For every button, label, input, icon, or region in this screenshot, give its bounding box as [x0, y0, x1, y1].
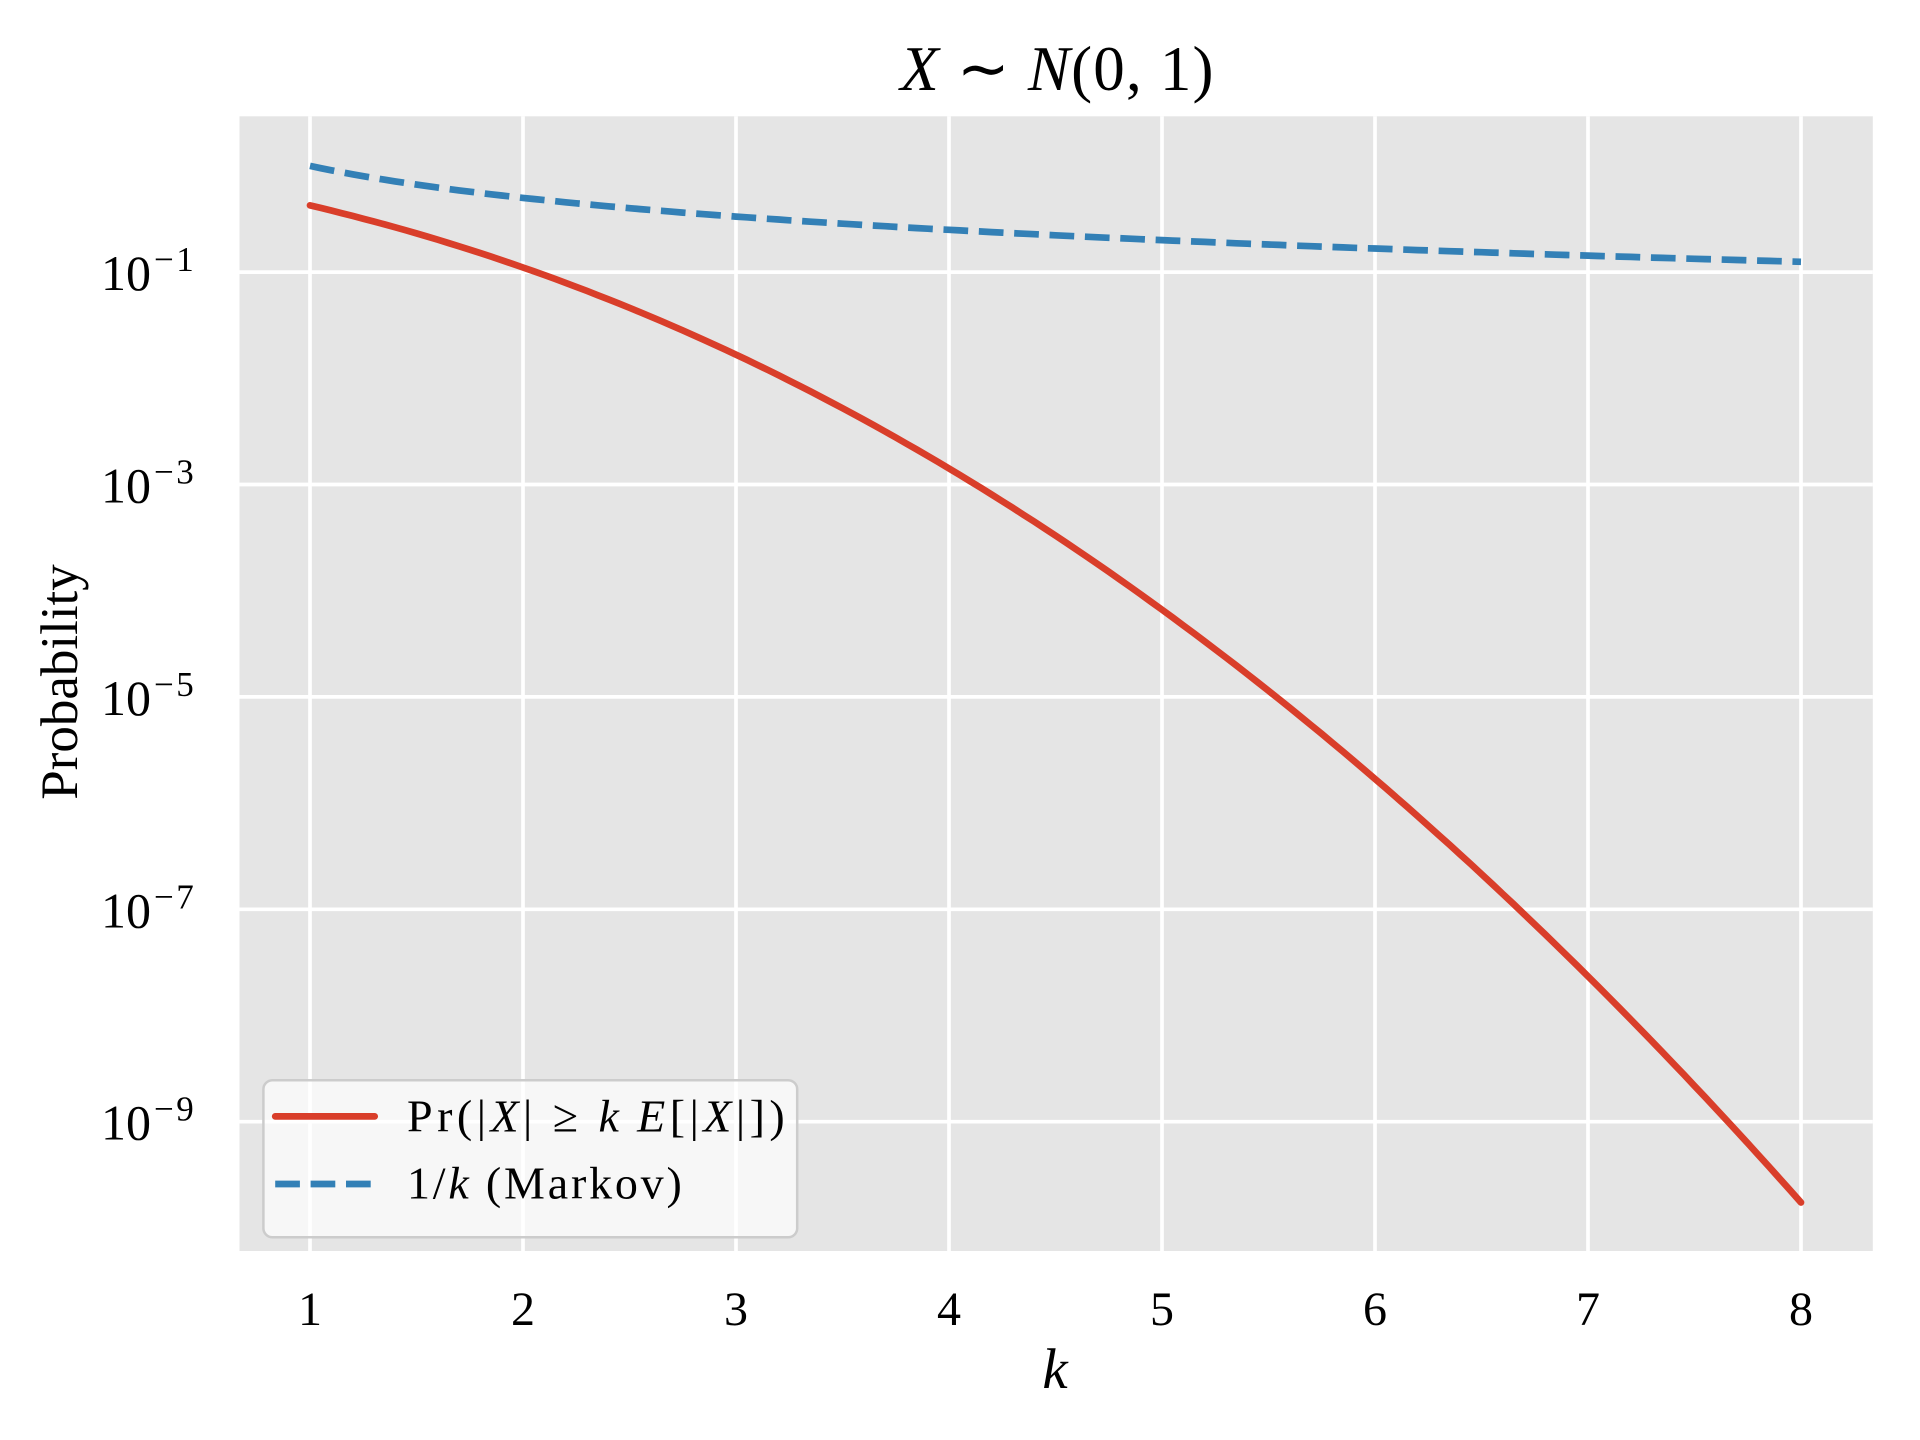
svg-text:−9: −9: [154, 1090, 196, 1129]
svg-text:3: 3: [724, 1283, 748, 1336]
svg-text:10: 10: [101, 670, 151, 726]
svg-text:8: 8: [1789, 1283, 1813, 1336]
svg-text:X ∼ N(0, 1): X ∼ N(0, 1): [897, 34, 1214, 104]
svg-text:4: 4: [937, 1283, 961, 1336]
svg-text:−7: −7: [154, 877, 196, 916]
svg-text:5: 5: [1150, 1283, 1174, 1336]
svg-text:Pr(|X| ≥ k E[|X|]): Pr(|X| ≥ k E[|X|]): [407, 1091, 789, 1142]
svg-text:6: 6: [1363, 1283, 1387, 1336]
svg-text:−1: −1: [154, 240, 196, 279]
svg-text:−3: −3: [154, 453, 196, 492]
svg-text:−5: −5: [154, 665, 196, 704]
svg-text:10: 10: [101, 245, 151, 301]
svg-text:1: 1: [298, 1283, 322, 1336]
svg-text:k: k: [1042, 1338, 1069, 1401]
svg-text:1/k (Markov): 1/k (Markov): [407, 1158, 685, 1209]
svg-text:10: 10: [101, 1095, 151, 1151]
svg-text:7: 7: [1576, 1283, 1600, 1336]
svg-text:Probability: Probability: [31, 564, 89, 800]
svg-text:10: 10: [101, 882, 151, 938]
svg-text:10: 10: [101, 458, 151, 514]
svg-text:2: 2: [511, 1283, 535, 1336]
